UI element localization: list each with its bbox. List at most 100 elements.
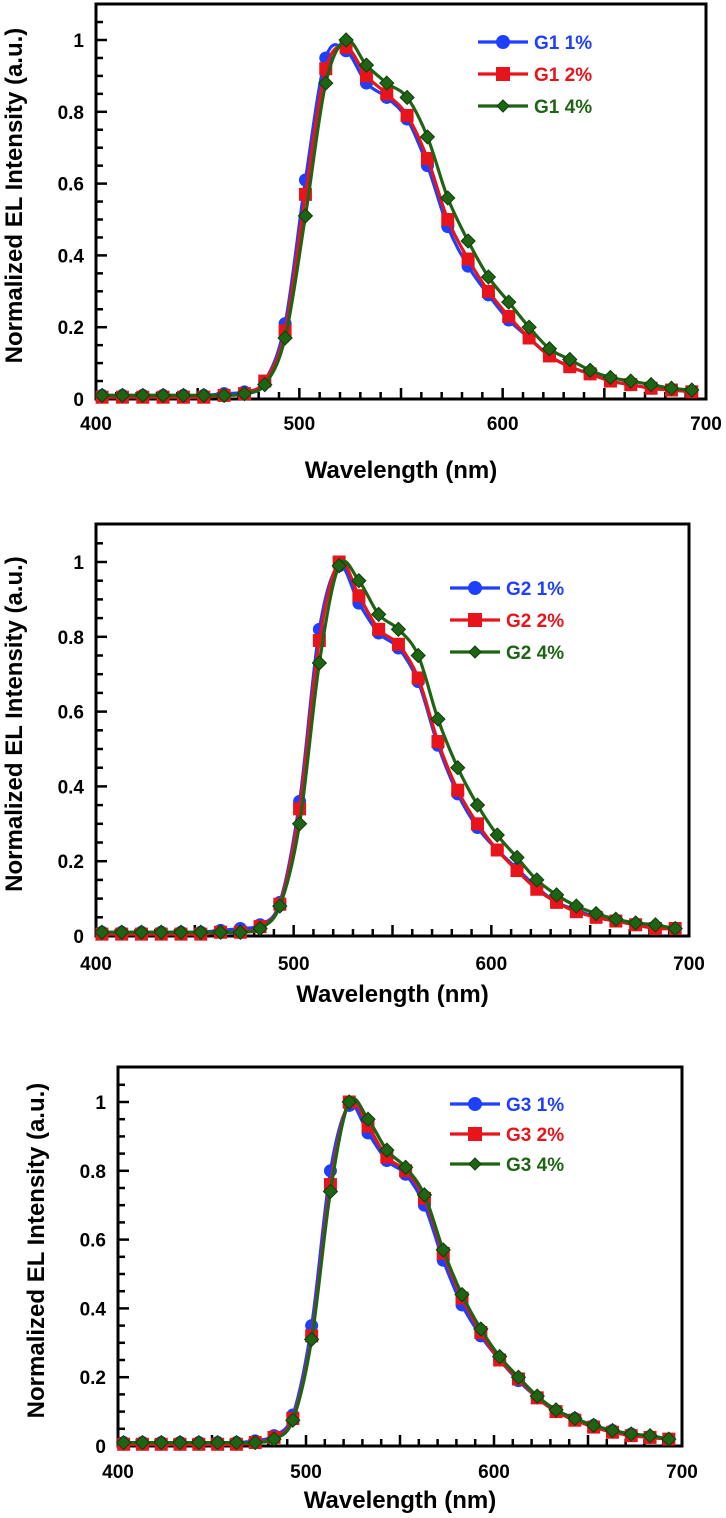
series-line — [102, 38, 692, 398]
data-point-diamond — [548, 887, 565, 903]
data-point-diamond — [257, 376, 273, 393]
y-tick-label: 1 — [95, 1093, 106, 1114]
data-point-diamond — [297, 208, 314, 224]
series-line — [102, 43, 692, 398]
y-tick-label: 0.8 — [58, 628, 84, 649]
data-point-diamond — [450, 759, 466, 776]
data-point-diamond — [460, 233, 476, 249]
data-point-square — [530, 882, 544, 896]
y-tick-label: 0.2 — [58, 318, 84, 339]
data-point-diamond — [358, 57, 375, 73]
data-point-diamond — [416, 1187, 433, 1203]
legend-label: G2 1% — [506, 579, 564, 600]
data-point-square — [496, 67, 510, 81]
data-point-diamond — [153, 924, 169, 940]
data-point-diamond — [501, 294, 517, 310]
data-point-diamond — [647, 917, 664, 933]
data-point-diamond — [399, 89, 415, 106]
data-point-diamond — [173, 924, 189, 940]
data-point-diamond — [153, 1434, 169, 1451]
data-point-diamond — [510, 1369, 527, 1385]
data-point-diamond — [134, 1434, 151, 1451]
data-point-diamond — [379, 1142, 395, 1158]
series-g1-1- — [95, 43, 699, 402]
data-point-diamond — [568, 898, 585, 914]
data-point-diamond — [489, 827, 505, 843]
data-point-diamond — [440, 190, 456, 206]
data-point-diamond — [94, 387, 110, 404]
data-point-diamond — [473, 1321, 489, 1337]
y-tick-label: 0 — [73, 390, 84, 411]
data-point-diamond — [562, 351, 578, 368]
data-point-diamond — [663, 380, 680, 396]
data-point-diamond — [468, 645, 482, 659]
data-point-diamond — [212, 924, 229, 940]
legend-label: G3 2% — [506, 1125, 564, 1146]
x-tick-label: 400 — [102, 1462, 134, 1483]
data-point-diamond — [627, 915, 644, 931]
data-point-diamond — [232, 924, 249, 940]
legend-label: G2 4% — [506, 643, 564, 664]
legend-entry: G2 2% — [450, 611, 564, 632]
y-tick-label: 0.2 — [58, 852, 84, 873]
y-tick-label: 0 — [95, 1437, 106, 1458]
legend-label: G2 2% — [506, 611, 564, 632]
data-point-diamond — [322, 1183, 339, 1200]
data-point-diamond — [435, 1242, 451, 1258]
y-tick-label: 0.4 — [58, 246, 85, 267]
y-tick-label: 0 — [73, 927, 84, 948]
data-point-diamond — [247, 1434, 263, 1451]
chart-panel-1: 0 0.2 0.4 0.6 0.8 1 400 500 600 700 Wavelength (nm… — [1, 2, 722, 484]
data-point-square — [470, 817, 484, 831]
y-tick-label: 0.6 — [58, 703, 84, 724]
data-point-diamond — [529, 872, 545, 888]
x-tick-label: 500 — [278, 954, 310, 975]
data-point-diamond — [623, 1426, 639, 1442]
y-tick-label: 0.2 — [80, 1368, 106, 1389]
series-line — [101, 559, 676, 935]
legend-label: G1 1% — [534, 33, 592, 54]
data-point-diamond — [390, 621, 407, 638]
data-point-circle — [496, 35, 510, 49]
data-point-diamond — [454, 1286, 470, 1303]
series-line — [102, 44, 692, 399]
data-point-diamond — [285, 1412, 301, 1428]
series-g2-1- — [95, 559, 682, 939]
data-point-diamond — [133, 924, 150, 940]
data-point-diamond — [529, 1388, 545, 1404]
data-point-square — [411, 671, 425, 685]
data-point-diamond — [196, 387, 212, 404]
data-point-diamond — [341, 1094, 357, 1110]
data-point-square — [380, 87, 394, 101]
legend-entry: G1 1% — [478, 33, 592, 54]
data-point-diamond — [272, 898, 288, 914]
x-tick-label: 400 — [80, 414, 112, 435]
data-point-square — [522, 331, 536, 345]
x-tick-label: 500 — [283, 414, 315, 435]
legend-entry: G1 4% — [478, 97, 592, 118]
legend-label: G1 4% — [534, 97, 592, 118]
data-point-diamond — [114, 387, 131, 404]
data-point-diamond — [318, 75, 334, 91]
data-point-diamond — [521, 319, 537, 335]
series-g3-2- — [117, 1095, 676, 1451]
y-tick-label: 0.6 — [80, 1231, 106, 1252]
data-point-diamond — [469, 797, 486, 813]
y-tick-label: 0.4 — [80, 1299, 107, 1320]
y-axis-title: Normalized EL Intensity (a.u.) — [23, 1083, 50, 1419]
data-point-circle — [468, 581, 482, 595]
data-point-square — [391, 637, 405, 651]
data-point-square — [490, 843, 504, 857]
data-point-diamond — [360, 1111, 376, 1127]
data-point-diamond — [155, 387, 171, 404]
chart-panel-2: 0 0.2 0.4 0.6 0.8 1 400 500 600 700 Wavelength (nm… — [1, 522, 705, 1008]
data-point-diamond — [496, 99, 510, 113]
data-point-diamond — [338, 32, 354, 48]
data-point-diamond — [397, 1159, 414, 1176]
data-point-diamond — [684, 382, 700, 398]
data-point-diamond — [252, 920, 268, 937]
data-point-diamond — [351, 572, 367, 589]
x-axis-title: Wavelength (nm) — [305, 457, 497, 484]
x-tick-label: 700 — [690, 414, 722, 435]
data-point-square — [441, 213, 455, 226]
